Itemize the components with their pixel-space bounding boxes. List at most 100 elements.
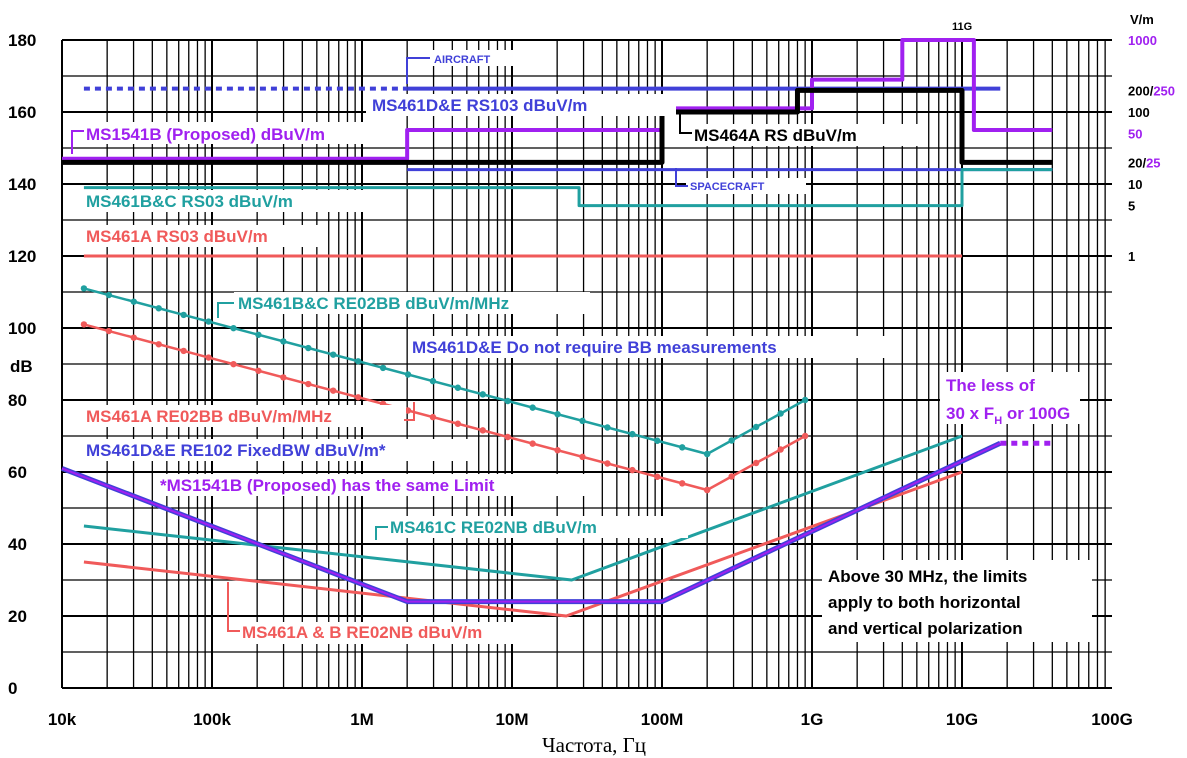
label-layer: AIRCRAFT MS461D&E RS103 dBuV/m MS1541B (… [71,21,1092,644]
series-6-marker [354,358,362,365]
y-tick-label: 160 [8,103,36,122]
x-tick-label: 100G [1091,710,1133,729]
series-6-marker [80,285,88,292]
series-7-marker [529,440,536,447]
series-7-marker [230,360,237,368]
series-7-marker [654,473,661,480]
series-6-marker [679,444,686,451]
aircraft-label: AIRCRAFT [434,54,490,66]
y-tick-label: 120 [8,247,36,266]
series-6-marker [180,311,187,319]
series-6-marker [529,404,536,411]
series-6-marker [554,411,561,418]
ms461bc-rs03-label: MS461B&C RS03 dBuV/m [86,192,293,211]
series-7-marker [80,321,88,328]
x-tick-label: 1M [350,710,374,729]
series-6-marker [654,437,661,444]
x-tick-label: 1G [801,710,824,729]
less-of-line-2: 30 x FH or 100G [946,404,1070,427]
ms461de-no-bb-label: MS461D&E Do not require BB measurements [412,338,777,357]
series-6-marker [752,423,760,431]
series-7-marker [801,432,809,440]
y-tick-label: 40 [8,535,27,554]
series-7-marker [180,347,187,355]
y-tick-label: 20 [8,607,27,626]
ms461a-rs03-label: MS461A RS03 dBuV/m [86,227,268,246]
y-tick-label: 60 [8,463,27,482]
series-7-marker [330,387,337,394]
series-7-marker [728,473,735,480]
series-6-marker [155,305,162,312]
ms1541b-same-limit-label: *MS1541B (Proposed) has the same Limit [160,476,495,495]
series-7-marker [604,460,611,467]
right-tick-label: 100 [1128,105,1150,120]
axes-layer: 0 20 40 60 80 100 120 140 160 180 10k 100k 1M 10M 100M… [8,31,1175,729]
less-of-30x: 30 x F [946,404,994,423]
series-7-marker [205,354,212,361]
note-line-2: apply to both horizontal [828,593,1021,612]
right-tick-label: 50 [1128,127,1142,142]
series-11-line [61,442,1001,603]
right-tick-label: 1000 [1128,33,1157,48]
ms461c-re02nb-label: MS461C RE02NB dBuV/m [390,518,597,537]
series-6-marker [604,424,611,431]
series-7-marker [777,446,784,453]
series-2-line [62,87,1053,165]
series-6-marker [629,430,636,438]
less-of-line-1: The less of [946,376,1035,395]
series-7-marker [155,341,162,348]
series-6-marker [379,364,387,372]
series-7-marker [280,374,287,381]
series-6-marker [777,410,784,417]
y-tick-label: 0 [8,679,17,698]
series-7-marker [255,367,262,374]
right-tick-label: 20/25 [1128,155,1161,170]
spacecraft-label: SPACECRAFT [690,181,765,193]
ms461ab-re02nb-label: MS461A & B RE02NB dBuV/m [242,623,482,642]
right-axis-title: V/m [1130,12,1154,27]
series-7-marker [679,480,686,487]
y-tick-label: 80 [8,391,27,410]
series-6-marker [280,338,287,345]
x-tick-label: 10G [946,710,978,729]
series-7-marker [752,459,760,467]
series-7-marker [629,466,636,474]
series-8-line [83,434,963,582]
series-7-marker [105,327,113,335]
series-7-marker [579,453,586,461]
x-tick-label: 10k [48,710,77,729]
y-tick-label: 140 [8,175,36,194]
series-6-marker [454,384,462,391]
series-6-marker [801,396,809,404]
x-axis-title: Частота, Гц [542,733,646,757]
series-7-marker [504,433,511,441]
series-6-marker [404,371,412,378]
series-6-marker [205,318,212,325]
series-6-marker [305,344,312,352]
right-tick-label: 5 [1128,199,1135,214]
series-6-marker [230,324,237,332]
less-of-or-100g: or 100G [1002,404,1070,423]
ms464a-label: MS464A RS dBuV/m [694,126,857,145]
right-tick-label: 1 [1128,249,1135,264]
grid-lines [61,39,1112,689]
ms461a-re02bb-label: MS461A RE02BB dBuV/m/MHz [86,407,332,426]
ms461bc-re02bb-label: MS461B&C RE02BB dBuV/m/MHz [238,294,509,313]
x-tick-label: 10M [495,710,528,729]
note-line-3: and vertical polarization [828,619,1023,638]
y-axis-title: dB [10,357,33,376]
x-tick-label: 100k [193,710,231,729]
series-7-marker [130,334,137,341]
ms1541b-label: MS1541B (Proposed) dBuV/m [86,125,325,144]
series-7-marker [305,380,312,388]
less-of-subscript-h: H [994,415,1002,427]
x-tick-label: 100M [641,710,684,729]
series-7-marker [554,447,561,454]
y-tick-label: 180 [8,31,36,50]
series-1-line [62,38,1053,161]
series-layer [61,38,1053,618]
series-6-marker [330,351,337,358]
ms461de-rs103-label: MS461D&E RS103 dBuV/m [372,96,587,115]
series-7-marker [354,394,362,401]
